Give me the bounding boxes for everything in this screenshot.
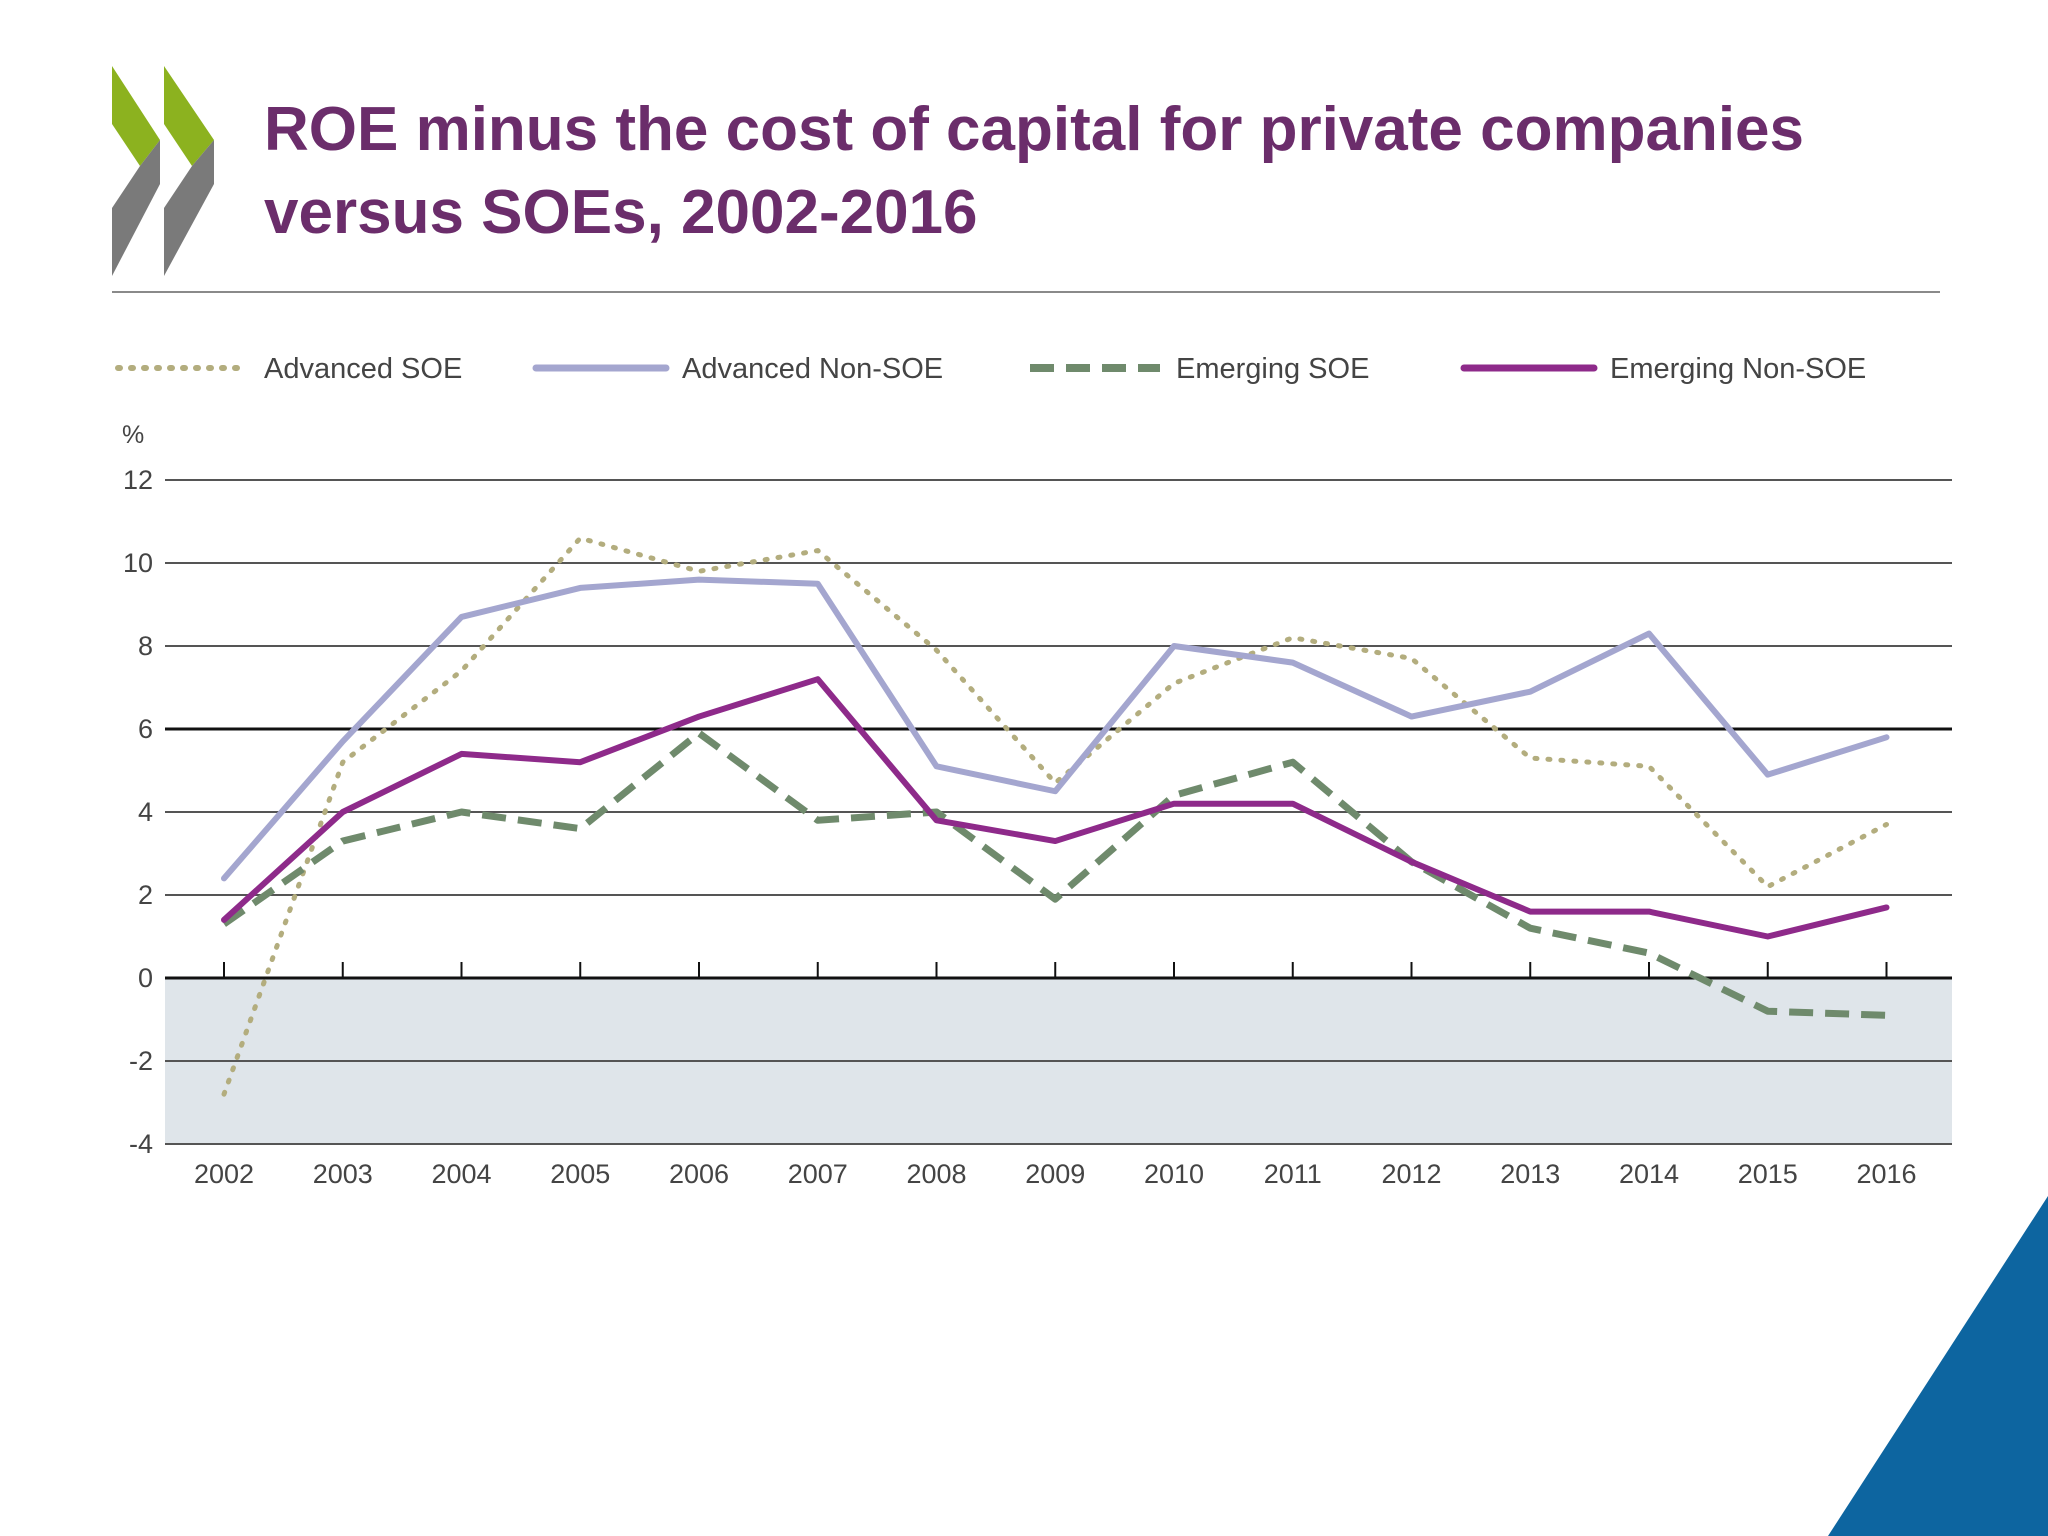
y-tick-label: -4 (129, 1129, 153, 1159)
page-title-line1: ROE minus the cost of capital for privat… (264, 95, 1805, 164)
x-tick-label: 2010 (1144, 1159, 1204, 1189)
x-tick-label: 2013 (1500, 1159, 1560, 1189)
page-title-line2: versus SOEs, 2002-2016 (264, 178, 978, 247)
legend-label: Emerging Non-SOE (1610, 353, 1866, 385)
y-tick-label: -2 (129, 1046, 153, 1076)
series-line-advanced-soe (221, 535, 1889, 1097)
page-title: ROE minus the cost of capital for privat… (264, 88, 2004, 254)
y-tick-label: 2 (138, 880, 153, 910)
x-tick-label: 2009 (1025, 1159, 1085, 1189)
corner-decoration (1828, 1196, 2048, 1536)
y-tick-label: 4 (138, 797, 153, 827)
x-tick-label: 2012 (1381, 1159, 1441, 1189)
x-tick-label: 2007 (788, 1159, 848, 1189)
logo-chevrons-icon (112, 66, 214, 276)
y-tick-label: 10 (123, 548, 153, 578)
x-tick-label: 2002 (194, 1159, 254, 1189)
legend-label: Advanced SOE (264, 353, 462, 385)
x-tick-label: 2005 (550, 1159, 610, 1189)
y-tick-label: 0 (138, 963, 153, 993)
title-divider (112, 291, 1940, 293)
x-tick-label: 2003 (313, 1159, 373, 1189)
x-tick-label: 2006 (669, 1159, 729, 1189)
y-tick-label: 6 (138, 714, 153, 744)
logo-chevron-green-right (164, 66, 214, 166)
y-axis-label: % (122, 421, 144, 449)
y-tick-label: 12 (123, 465, 153, 495)
legend-label: Emerging SOE (1176, 353, 1369, 385)
series-line-advanced-non-soe (221, 576, 1890, 882)
y-tick-label: 8 (138, 631, 153, 661)
x-tick-label: 2011 (1264, 1159, 1322, 1189)
series-line-emerging-non-soe (221, 676, 1890, 940)
x-tick-label: 2008 (906, 1159, 966, 1189)
x-tick-label: 2014 (1619, 1159, 1679, 1189)
corner-blue-triangle (1828, 1196, 2048, 1536)
x-tick-label: 2004 (431, 1159, 491, 1189)
logo-chevron-grey-right (164, 140, 214, 276)
series-line-emerging-soe (221, 729, 1887, 1019)
legend-label: Advanced Non-SOE (682, 353, 943, 385)
x-tick-label: 2016 (1856, 1159, 1916, 1189)
x-tick-label: 2015 (1738, 1159, 1798, 1189)
logo-chevron-green-left (112, 66, 160, 166)
logo-chevron-grey-left (112, 140, 160, 276)
